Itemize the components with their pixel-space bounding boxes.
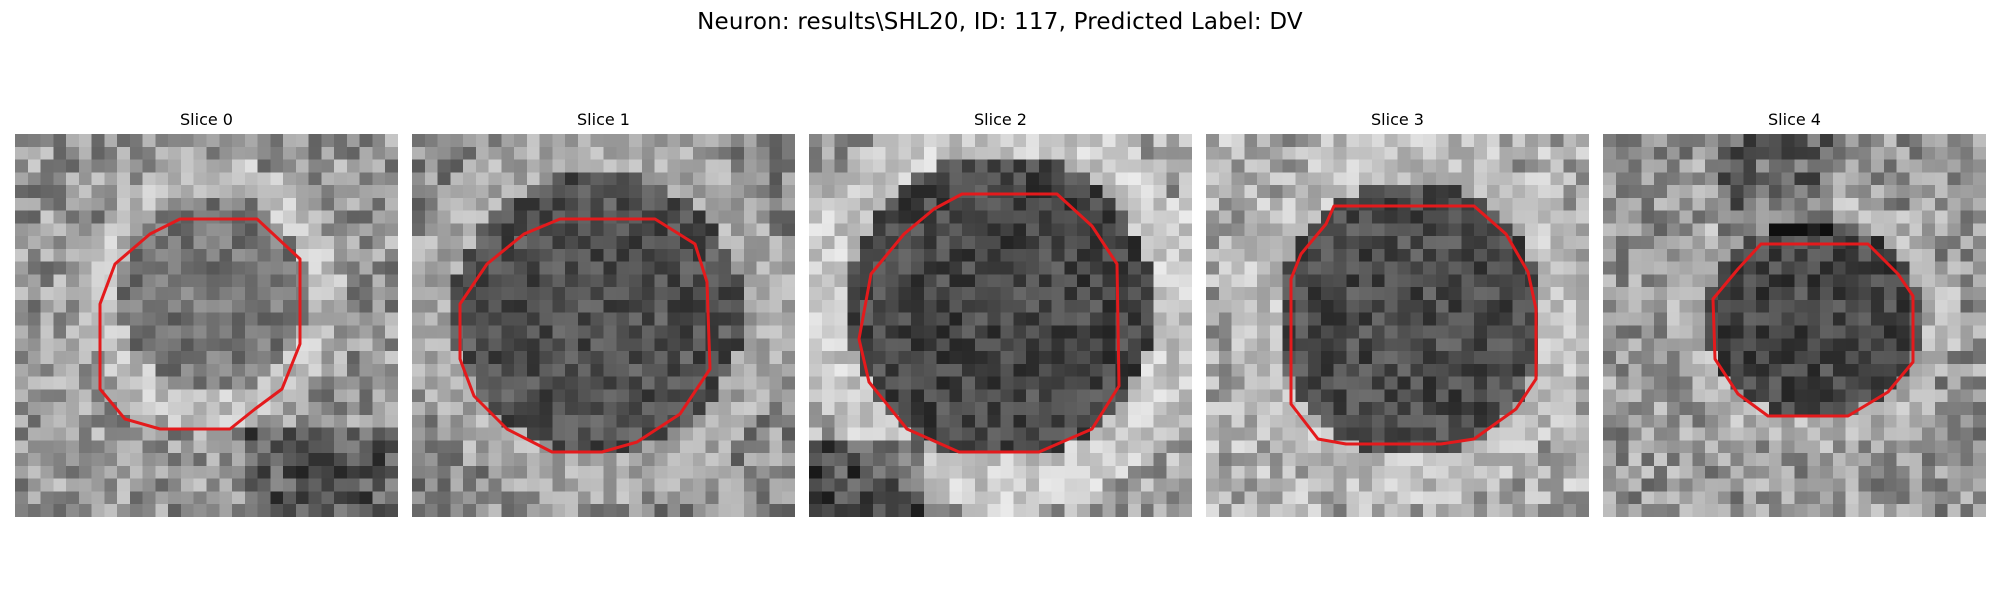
slice-title-1: Slice 1 (577, 110, 630, 129)
roi-contour-2 (857, 192, 1121, 454)
slice-title-4: Slice 4 (1768, 110, 1821, 129)
slice-panel-1: Slice 1 (412, 110, 795, 517)
roi-contour-0 (98, 217, 302, 431)
grayscale-pixels-0 (15, 134, 398, 517)
slice-title-3: Slice 3 (1371, 110, 1424, 129)
roi-contour-3 (1289, 204, 1538, 446)
slice-image-3 (1206, 134, 1589, 517)
slice-title-2: Slice 2 (974, 110, 1027, 129)
slice-panel-4: Slice 4 (1603, 110, 1986, 517)
slice-title-0: Slice 0 (180, 110, 233, 129)
grayscale-pixels-2 (809, 134, 1192, 517)
slice-image-4 (1603, 134, 1986, 517)
slice-image-2 (809, 134, 1192, 517)
slice-image-1 (412, 134, 795, 517)
grayscale-pixels-1 (412, 134, 795, 517)
slice-panel-0: Slice 0 (15, 110, 398, 517)
figure-title: Neuron: results\SHL20, ID: 117, Predicte… (697, 9, 1303, 35)
roi-contour-1 (458, 217, 712, 454)
roi-contour-4 (1711, 242, 1915, 418)
slice-panel-2: Slice 2 (809, 110, 1192, 517)
slice-image-0 (15, 134, 398, 517)
grayscale-pixels-3 (1206, 134, 1589, 517)
grayscale-pixels-4 (1603, 134, 1986, 517)
slice-panel-3: Slice 3 (1206, 110, 1589, 517)
